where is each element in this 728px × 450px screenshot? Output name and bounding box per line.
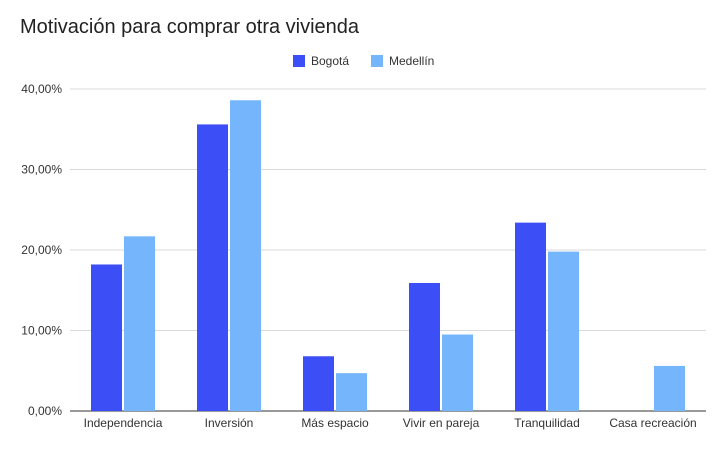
legend-swatch: [371, 55, 383, 67]
bar-bogot--4: [409, 283, 440, 411]
x-tick-label: Inversión: [205, 416, 254, 430]
x-tick-label: Tranquilidad: [514, 416, 580, 430]
x-tick-label: Más espacio: [301, 416, 369, 430]
x-axis: Independencia Inversión Más espacio Vivir e…: [84, 416, 697, 430]
bar-bogot--2: [197, 124, 228, 412]
gridlines: [70, 88, 706, 412]
bar-medell-n-2: [230, 100, 261, 412]
bar-bogot--5: [515, 222, 546, 411]
bar-medell-n-4: [442, 334, 473, 411]
bar-medell-n-6: [654, 365, 685, 411]
legend: Bogotá Medellín: [293, 54, 434, 68]
x-tick-label: Casa recreación: [609, 416, 696, 430]
bar-medell-n-3: [336, 373, 367, 411]
x-tick-label: Independencia: [84, 416, 163, 430]
bar-bogot--1: [91, 264, 122, 411]
legend-label: Bogotá: [311, 54, 349, 68]
y-axis: 0,00% 10,00% 20,00% 30,00% 40,00%: [21, 82, 62, 418]
y-tick-label: 10,00%: [21, 324, 62, 338]
bar-bogot--3: [303, 356, 334, 411]
legend-swatch: [293, 55, 305, 67]
x-tick-label: Vivir en pareja: [403, 416, 480, 430]
y-tick-label: 30,00%: [21, 163, 62, 177]
chart-title: Motivación para comprar otra vivienda: [20, 16, 360, 38]
y-tick-label: 40,00%: [21, 82, 62, 96]
y-tick-label: 0,00%: [28, 404, 62, 418]
bar-medell-n-5: [548, 251, 579, 411]
y-tick-label: 20,00%: [21, 243, 62, 257]
bars: [91, 100, 685, 412]
bar-medell-n-1: [124, 236, 155, 411]
legend-label: Medellín: [389, 54, 434, 68]
